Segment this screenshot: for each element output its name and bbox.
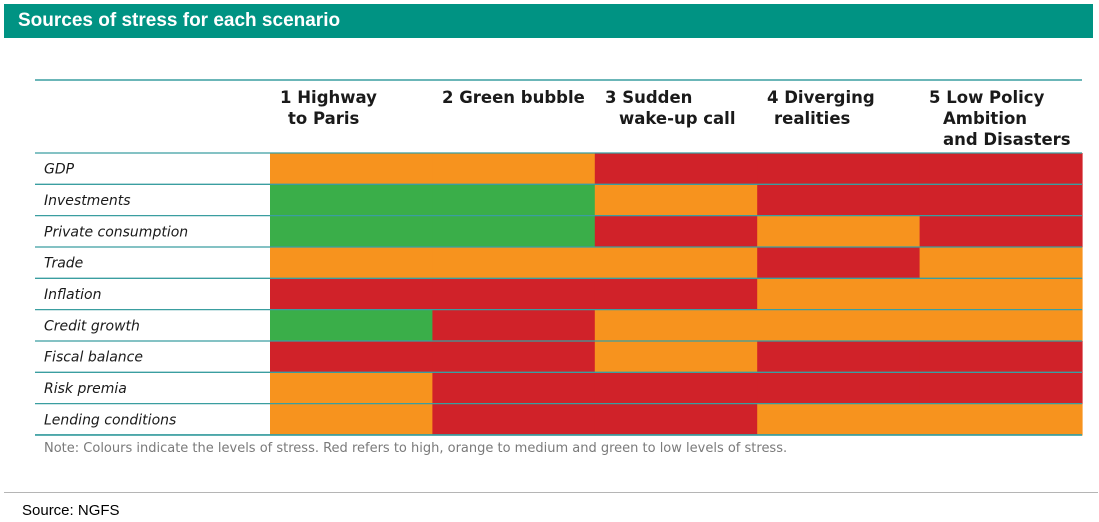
row-label: Risk premia [44, 381, 127, 397]
cell-r2-c4 [757, 184, 921, 217]
column-header-1-line-2: to Paris [288, 109, 360, 128]
cell-r6-c1 [270, 309, 433, 342]
cell-r3-c3 [594, 215, 758, 248]
cell-r4-c4 [757, 246, 921, 279]
cell-r4-c1 [270, 246, 433, 279]
cell-r3-c2 [432, 215, 596, 248]
cell-r7-c2 [432, 340, 596, 373]
cell-r9-c4 [757, 403, 921, 436]
cell-r7-c3 [594, 340, 758, 373]
cell-r5-c3 [594, 278, 758, 311]
cell-r2-c2 [432, 184, 596, 217]
cell-r5-c2 [432, 278, 596, 311]
column-header-3-line-2: wake-up call [619, 109, 735, 128]
row-label: Fiscal balance [44, 350, 143, 366]
row-label: GDP [44, 162, 75, 178]
cell-r6-c5 [919, 309, 1083, 342]
cell-r1-c2 [432, 153, 596, 185]
cell-r9-c2 [432, 403, 596, 436]
cell-r1-c5 [919, 153, 1083, 185]
cell-r9-c1 [270, 403, 433, 436]
source-divider [4, 492, 1098, 493]
cell-r6-c2 [432, 309, 596, 342]
cell-r7-c1 [270, 340, 433, 373]
column-header-5-line-2: Ambition [943, 109, 1027, 128]
column-header-1-line-1: 1 Highway [280, 88, 377, 107]
cell-r2-c1 [270, 184, 433, 217]
column-header-2-line-1: 2 Green bubble [442, 88, 585, 107]
cell-r8-c2 [432, 372, 596, 405]
column-header-4-line-1: 4 Diverging [767, 88, 875, 107]
cell-r9-c5 [919, 403, 1083, 436]
row-label: Credit growth [44, 318, 140, 334]
row-label: Trade [44, 256, 83, 272]
cell-r9-c3 [594, 403, 758, 436]
cell-r5-c4 [757, 278, 921, 311]
cell-r5-c5 [919, 278, 1083, 311]
cell-r2-c3 [594, 184, 758, 217]
cell-r5-c1 [270, 278, 433, 311]
cell-r6-c3 [594, 309, 758, 342]
cell-r4-c5 [919, 246, 1083, 279]
chart-title: Sources of stress for each scenario [4, 4, 1093, 38]
cell-r8-c1 [270, 372, 433, 405]
cell-r6-c4 [757, 309, 921, 342]
cell-r1-c1 [270, 153, 433, 185]
row-label: Inflation [44, 287, 101, 303]
chart-note: Note: Colours indicate the levels of str… [44, 441, 788, 456]
cell-r3-c5 [919, 215, 1083, 248]
cell-r3-c1 [270, 215, 433, 248]
column-header-3-line-1: 3 Sudden [605, 88, 692, 107]
cell-r8-c5 [919, 372, 1083, 405]
cell-r7-c5 [919, 340, 1083, 373]
cell-r7-c4 [757, 340, 921, 373]
cell-r8-c3 [594, 372, 758, 405]
column-header-5-line-3: and Disasters [943, 130, 1071, 149]
stress-heatmap: 1 Highway to Paris 2 Green bubble 3 Sudden w… [35, 79, 1083, 436]
cell-r8-c4 [757, 372, 921, 405]
cell-r4-c2 [432, 246, 596, 279]
chart-source: Source: NGFS [22, 502, 120, 519]
row-label: Investments [44, 193, 131, 209]
column-header-4-line-2: realities [774, 109, 851, 128]
cell-r1-c4 [757, 153, 921, 185]
cell-r1-c3 [594, 153, 758, 185]
cell-r4-c3 [594, 246, 758, 279]
column-header-5-line-1: 5 Low Policy [929, 88, 1045, 107]
row-label: Private consumption [44, 224, 188, 240]
row-label: Lending conditions [44, 412, 176, 428]
cell-r3-c4 [757, 215, 921, 248]
cell-r2-c5 [919, 184, 1083, 217]
